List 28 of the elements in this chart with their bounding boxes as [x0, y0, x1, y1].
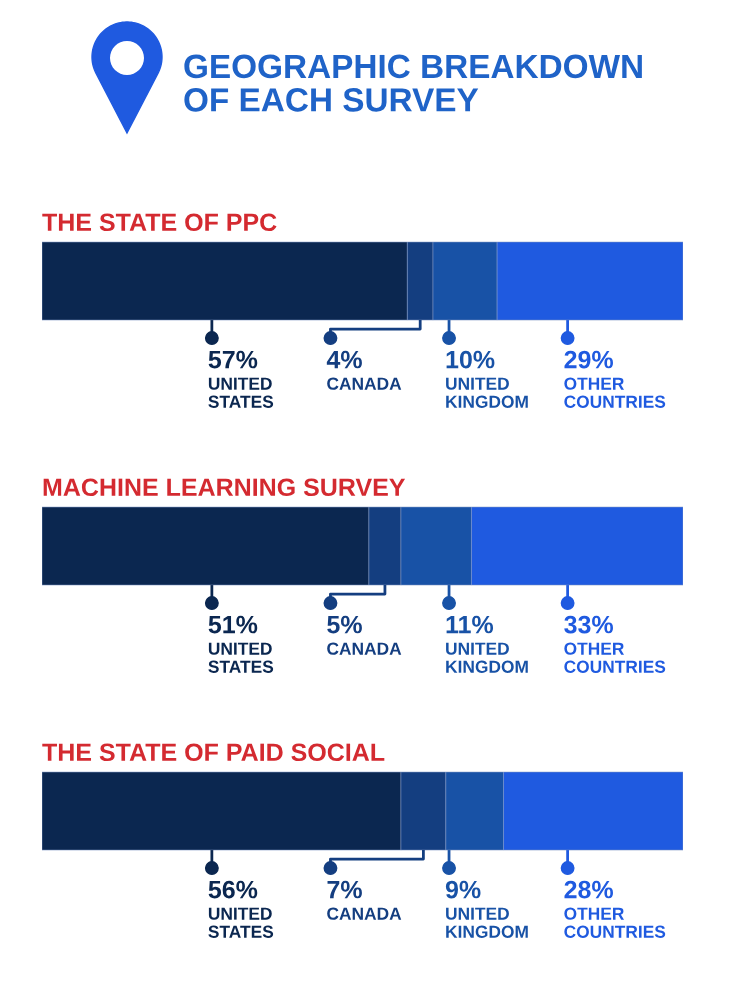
text: OTHER COUNTRIES	[564, 377, 666, 408]
data-label: 51%	[208, 615, 258, 634]
text: UNITED STATES	[208, 377, 274, 408]
data-label: 10%	[446, 350, 495, 369]
text: UNITED KINGDOM	[446, 907, 528, 938]
data-label: 5%	[327, 615, 362, 634]
data-label: 28%	[564, 880, 613, 899]
text: CANADA	[327, 907, 402, 920]
text: OTHER COUNTRIES	[564, 907, 666, 938]
data-label: 33%	[564, 615, 613, 634]
text: OTHER COUNTRIES	[564, 642, 666, 673]
text: UNITED KINGDOM	[446, 377, 528, 408]
text: UNITED STATES	[208, 907, 274, 938]
text: CANADA	[327, 642, 402, 655]
data-label: 4%	[326, 350, 362, 369]
text: CANADA	[327, 377, 402, 390]
chart-title: GEOGRAPHIC BREAKDOWN OF EACH SURVEY	[184, 54, 642, 112]
text: UNITED STATES	[208, 642, 274, 673]
data-label: 56%	[208, 880, 258, 899]
data-label: 9%	[445, 880, 481, 899]
data-label: 7%	[327, 880, 362, 899]
y-tick-label: THE STATE OF PAID SOCIAL	[42, 743, 385, 762]
text: UNITED KINGDOM	[446, 642, 528, 673]
data-label: 11%	[446, 615, 494, 634]
data-label: 57%	[208, 350, 258, 369]
data-label: 29%	[564, 350, 613, 369]
y-tick-label: MACHINE LEARNING SURVEY	[43, 478, 406, 497]
y-tick-label: THE STATE OF PPC	[42, 213, 277, 232]
